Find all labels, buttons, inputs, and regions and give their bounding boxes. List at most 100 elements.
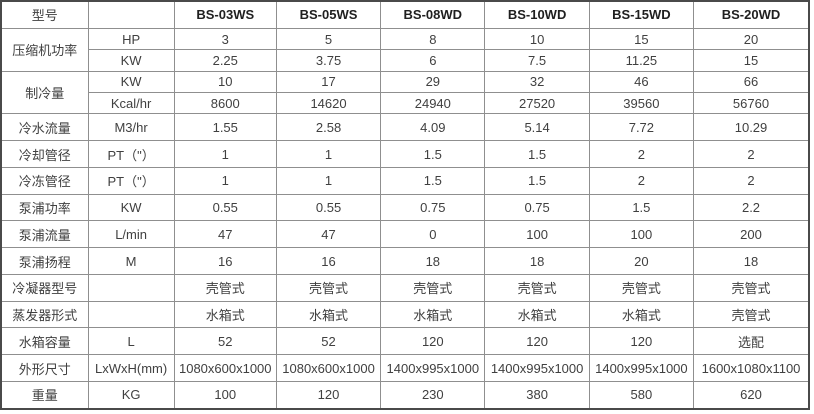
value-cell: 1.5 [484, 140, 590, 168]
row-label-pump-head: 泵浦扬程 [0, 247, 89, 275]
table-row: 水箱容量 L 52 52 120 120 120 选配 [0, 327, 810, 356]
value-cell: 1400x995x1000 [588, 354, 695, 382]
value-cell: 15 [588, 27, 695, 51]
value-cell: 14620 [275, 92, 382, 115]
value-cell: 壳管式 [380, 273, 486, 302]
value-cell: 120 [588, 327, 695, 356]
value-cell: 7.72 [588, 113, 695, 142]
value-cell: 1 [275, 166, 382, 195]
unit-cell: KW [87, 49, 175, 72]
unit-cell: KW [87, 193, 175, 222]
value-cell: 20 [693, 27, 810, 51]
value-cell: 水箱式 [275, 300, 382, 329]
table-row: 冷水流量 M3/hr 1.55 2.58 4.09 5.14 7.72 10.2… [0, 113, 810, 142]
value-cell: 壳管式 [275, 273, 382, 302]
row-label-evaporator-type: 蒸发器形式 [0, 300, 89, 329]
value-cell: 100 [484, 220, 590, 249]
unit-cell: PT（"） [87, 166, 175, 195]
unit-cell: L [87, 327, 175, 356]
value-cell: 壳管式 [588, 273, 695, 302]
table-row: 冷凝器型号 壳管式 壳管式 壳管式 壳管式 壳管式 壳管式 [0, 273, 810, 302]
model-header: BS-15WD [588, 0, 695, 29]
value-cell: 15 [693, 49, 810, 72]
value-cell: 1 [173, 140, 277, 168]
value-cell: 2.58 [275, 113, 382, 142]
value-cell: 1.55 [173, 113, 277, 142]
value-cell: 1.5 [588, 193, 695, 222]
row-label-tank-capacity: 水箱容量 [0, 327, 89, 356]
row-label-dimensions: 外形尺寸 [0, 354, 89, 382]
value-cell: 壳管式 [693, 300, 810, 329]
value-cell: 壳管式 [173, 273, 277, 302]
unit-cell: PT（"） [87, 140, 175, 168]
row-label-condenser-model: 冷凝器型号 [0, 273, 89, 302]
value-cell: 1400x995x1000 [380, 354, 486, 382]
value-cell: 0.75 [484, 193, 590, 222]
row-label-compressor-power: 压缩机功率 [0, 27, 89, 72]
value-cell: 1.5 [380, 140, 486, 168]
value-cell: 11.25 [588, 49, 695, 72]
value-cell: 2 [588, 140, 695, 168]
value-cell: 24940 [380, 92, 486, 115]
value-cell: 17 [275, 70, 382, 94]
value-cell: 水箱式 [173, 300, 277, 329]
value-cell: 39560 [588, 92, 695, 115]
value-cell: 52 [173, 327, 277, 356]
unit-header-empty [87, 0, 175, 29]
model-header: BS-08WD [380, 0, 486, 29]
value-cell: 水箱式 [588, 300, 695, 329]
value-cell: 52 [275, 327, 382, 356]
value-cell: 18 [380, 247, 486, 275]
row-label-cooling-pipe-diameter: 冷却管径 [0, 140, 89, 168]
value-cell: 1 [173, 166, 277, 195]
model-header: BS-03WS [173, 0, 277, 29]
value-cell: 16 [173, 247, 277, 275]
value-cell: 5.14 [484, 113, 590, 142]
value-cell: 壳管式 [484, 273, 590, 302]
model-header-label: 型号 [0, 0, 89, 29]
value-cell: 8 [380, 27, 486, 51]
table-row: Kcal/hr 8600 14620 24940 27520 39560 567… [1, 92, 810, 115]
header-row: 型号 BS-03WS BS-05WS BS-08WD BS-10WD BS-15… [0, 0, 810, 29]
value-cell: 1080x600x1000 [173, 354, 277, 382]
value-cell: 18 [484, 247, 590, 275]
model-header: BS-05WS [275, 0, 382, 29]
value-cell: 27520 [484, 92, 590, 115]
value-cell: 0.55 [275, 193, 382, 222]
value-cell: 2.2 [693, 193, 810, 222]
value-cell: 水箱式 [380, 300, 486, 329]
row-label-freezing-pipe-diameter: 冷冻管径 [0, 166, 89, 195]
value-cell: 2 [588, 166, 695, 195]
value-cell: 18 [693, 247, 810, 275]
unit-cell [87, 273, 175, 302]
unit-cell: M3/hr [87, 113, 175, 142]
value-cell: 100 [173, 380, 277, 410]
value-cell: 1.5 [484, 166, 590, 195]
unit-cell: Kcal/hr [87, 92, 175, 115]
value-cell: 29 [380, 70, 486, 94]
value-cell: 10 [173, 70, 277, 94]
value-cell: 56760 [693, 92, 810, 115]
row-label-weight: 重量 [0, 380, 89, 410]
table-row: 重量 KG 100 120 230 380 580 620 [0, 380, 810, 410]
value-cell: 1.5 [380, 166, 486, 195]
value-cell: 120 [484, 327, 590, 356]
value-cell: 壳管式 [693, 273, 810, 302]
model-header: BS-10WD [484, 0, 590, 29]
unit-cell: M [87, 247, 175, 275]
value-cell: 1 [275, 140, 382, 168]
table-row: 压缩机功率 HP 3 5 8 10 15 20 [0, 27, 810, 72]
value-cell: 580 [588, 380, 695, 410]
value-cell: 1600x1080x1100 [693, 354, 810, 382]
table-row: 泵浦功率 KW 0.55 0.55 0.75 0.75 1.5 2.2 [0, 193, 810, 222]
value-cell: 6 [380, 49, 486, 72]
unit-cell: HP [87, 27, 175, 51]
value-cell: 120 [275, 380, 382, 410]
value-cell: 100 [588, 220, 695, 249]
value-cell: 7.5 [484, 49, 590, 72]
value-cell: 1080x600x1000 [275, 354, 382, 382]
value-cell: 选配 [693, 327, 810, 356]
table-row: 外形尺寸 LxWxH(mm) 1080x600x1000 1080x600x10… [0, 354, 810, 382]
value-cell: 0 [380, 220, 486, 249]
